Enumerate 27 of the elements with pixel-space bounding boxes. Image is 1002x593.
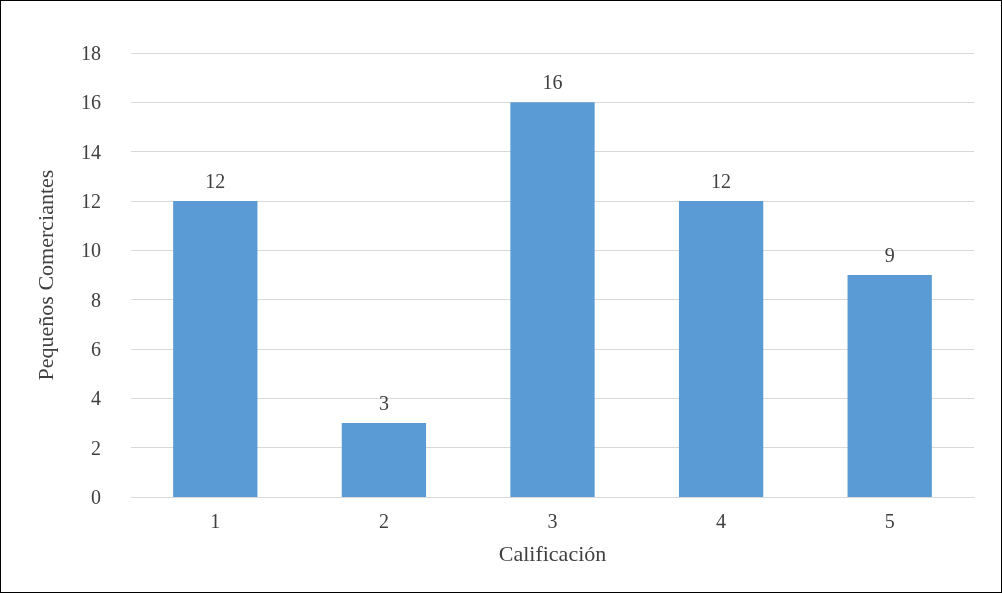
- y-tick-label: 8: [91, 288, 101, 311]
- x-tick-label: 5: [884, 510, 895, 532]
- data-label: 3: [378, 392, 389, 414]
- y-axis-title: Pequeños Comerciantes: [32, 169, 58, 381]
- y-tick-label: 16: [81, 91, 101, 114]
- y-tick-label: 4: [91, 387, 101, 410]
- y-tick-label: 12: [81, 190, 101, 212]
- bar: [510, 102, 595, 497]
- bar: [847, 275, 932, 497]
- x-tick-label: 1: [210, 510, 221, 532]
- data-label: 12: [205, 170, 226, 192]
- x-tick-label: 3: [547, 510, 558, 532]
- y-tick-label: 2: [91, 436, 101, 459]
- y-tick-label: 14: [81, 140, 101, 163]
- x-tick-label: 4: [716, 510, 727, 532]
- y-tick-label: 18: [81, 42, 101, 64]
- y-tick-label: 6: [91, 338, 101, 360]
- y-tick-label: 0: [91, 486, 101, 508]
- x-axis-title: Calificación: [498, 540, 607, 566]
- bar: [678, 201, 764, 497]
- bar: [173, 201, 258, 497]
- data-label: 16: [542, 71, 563, 94]
- bar: [341, 423, 427, 497]
- y-tick-label: 10: [81, 239, 101, 262]
- data-label: 9: [884, 244, 895, 266]
- x-tick-label: 2: [378, 510, 389, 532]
- data-label: 12: [711, 170, 732, 192]
